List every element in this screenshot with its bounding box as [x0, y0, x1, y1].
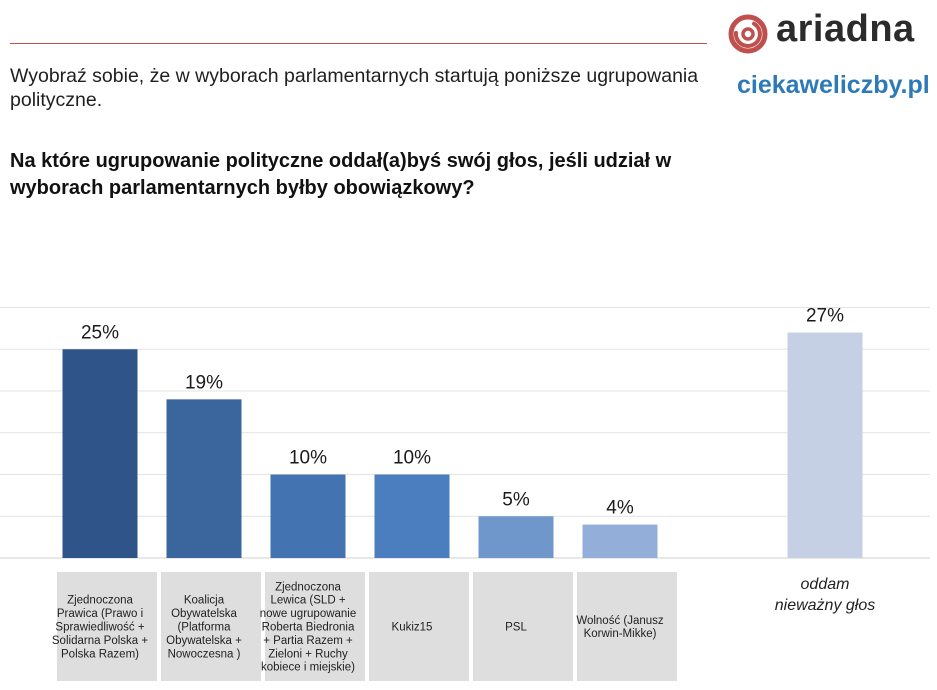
category-label-invalid-vote: oddam nieważny głos [775, 576, 876, 614]
category-label: Zjednoczona Prawica (Prawo i Sprawiedliwoś… [52, 595, 148, 661]
intro-text: Wyobraź sobie, że w wyborach parlamentar… [10, 65, 699, 111]
ariadna-spiral-icon [728, 14, 768, 54]
logo-text: ariadna [776, 8, 915, 50]
category-cell [575, 570, 679, 683]
value-label: 25% [81, 322, 119, 343]
category-label: Kukiz15 [392, 622, 433, 634]
header-rule [10, 43, 707, 44]
value-label: 10% [289, 448, 327, 469]
bar [478, 516, 554, 558]
value-label: 19% [185, 372, 223, 393]
site-link[interactable]: ciekaweliczby.pl [737, 71, 930, 99]
value-label: 5% [502, 489, 530, 510]
bar [166, 399, 242, 558]
value-label-invalid-vote: 27% [806, 306, 844, 327]
bar [582, 524, 658, 558]
vote-bar-chart: 25% Zjednoczona Prawica (Prawo i Sprawiedli… [0, 306, 930, 683]
question-text: Na które ugrupowanie polityczne oddał(a)… [10, 150, 672, 199]
category-label: PSL [505, 622, 527, 634]
category-cell [159, 570, 263, 683]
category-cell [263, 570, 367, 683]
category-cell [367, 570, 471, 683]
category-label: Koalicja Obywatelska (Platforma Obywatelska… [166, 595, 242, 661]
ariadna-logo: ariadna [728, 8, 928, 54]
category-label: Zjednoczona Lewica (SLD + nowe ugrupowanie… [260, 581, 357, 673]
bar [374, 474, 450, 558]
bar [62, 349, 138, 558]
category-label: Wolność (Janusz Korwin-Mikke) [576, 615, 664, 640]
value-label: 4% [606, 498, 634, 519]
category-cell [55, 570, 159, 683]
bar-invalid-vote [787, 332, 863, 558]
bar [270, 474, 346, 558]
value-label: 10% [393, 448, 431, 469]
category-cell [471, 570, 575, 683]
